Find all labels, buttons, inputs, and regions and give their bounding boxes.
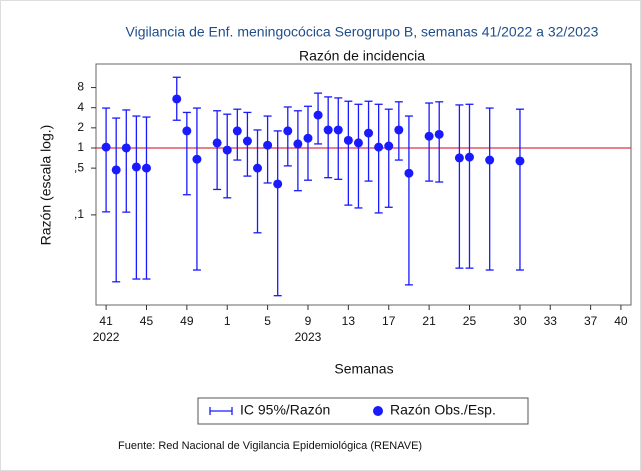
x-tick-label: 5 [264, 314, 271, 328]
point [404, 168, 414, 178]
point [182, 126, 192, 136]
y-tick-label: ,1 [74, 207, 84, 221]
y-axis-label: Razón (escala log.) [38, 125, 54, 246]
chart-title: Vigilancia de Enf. meningocócica Serogru… [126, 24, 599, 40]
point [333, 125, 343, 135]
x-tick-label: 37 [584, 314, 598, 328]
x-tick-label: 9 [305, 314, 312, 328]
point [374, 142, 384, 152]
x-tick-label: 17 [382, 314, 396, 328]
point [283, 126, 293, 136]
y-tick-label: 1 [77, 140, 84, 154]
point [212, 138, 222, 148]
year-label: 2022 [93, 330, 120, 344]
x-tick-label: 49 [180, 314, 194, 328]
point [273, 179, 283, 189]
point [253, 163, 263, 173]
point [364, 128, 374, 138]
legend-label: IC 95%/Razón [240, 402, 330, 418]
point [263, 140, 273, 150]
point [121, 143, 131, 153]
point [485, 155, 495, 165]
point [293, 139, 303, 149]
point [384, 141, 394, 151]
point [464, 152, 474, 162]
point [222, 145, 232, 155]
point [172, 94, 182, 104]
point [434, 129, 444, 139]
x-tick-label: 21 [422, 314, 436, 328]
x-tick-label: 1 [224, 314, 231, 328]
point [343, 135, 353, 145]
point [323, 125, 333, 135]
point [454, 153, 464, 163]
point [242, 136, 252, 146]
plot-area [95, 63, 632, 306]
legend-box [197, 397, 529, 425]
x-tick-label: 45 [140, 314, 154, 328]
point [353, 138, 363, 148]
point [141, 163, 151, 173]
year-label: 2023 [295, 330, 322, 344]
x-tick-label: 33 [544, 314, 558, 328]
x-tick-label: 25 [463, 314, 477, 328]
y-tick-label: 2 [77, 120, 84, 134]
point [515, 156, 525, 166]
point [424, 131, 434, 141]
x-tick-label: 40 [614, 314, 628, 328]
source-note: Fuente: Red Nacional de Vigilancia Epide… [118, 440, 422, 452]
point [303, 133, 313, 143]
point [101, 142, 111, 152]
x-tick-label: 41 [99, 314, 113, 328]
point [232, 126, 242, 136]
point [131, 162, 141, 172]
legend-label: Razón Obs./Esp. [390, 402, 496, 418]
point [192, 154, 202, 164]
x-tick-label: 13 [342, 314, 356, 328]
y-tick-label: 4 [77, 100, 84, 114]
legend-swatch [373, 406, 383, 416]
chart-subtitle: Razón de incidencia [299, 48, 425, 64]
point [394, 125, 404, 135]
point [313, 110, 323, 120]
x-tick-label: 30 [513, 314, 527, 328]
y-tick-label: ,5 [74, 160, 84, 174]
y-tick-label: 8 [77, 80, 84, 94]
x-axis-label: Semanas [334, 361, 393, 377]
point [111, 165, 121, 175]
